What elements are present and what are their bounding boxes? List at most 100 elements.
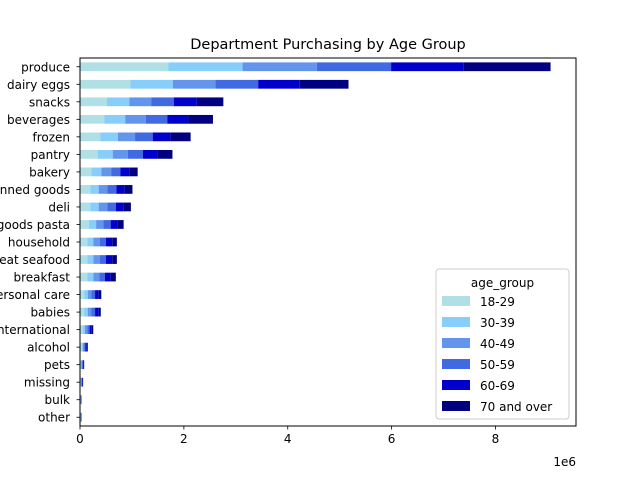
y-tick-label: breakfast — [13, 271, 70, 285]
bar-segment — [123, 202, 131, 212]
bar-segment — [81, 377, 82, 387]
legend-label: 30-39 — [480, 316, 515, 330]
bar-segment — [80, 255, 88, 264]
legend-swatch — [442, 317, 470, 327]
bar-segment — [112, 150, 128, 159]
bars-layer — [80, 62, 551, 422]
bar-segment — [174, 97, 197, 107]
legend-swatch — [442, 296, 470, 306]
x-tick-label: 2 — [180, 432, 188, 446]
legend-label: 18-29 — [480, 295, 515, 309]
bar-segment — [82, 325, 85, 334]
bar-segment — [99, 237, 106, 247]
bar-segment — [95, 307, 99, 317]
bar-segment — [99, 272, 105, 282]
bar-segment — [88, 220, 97, 229]
bar-segment — [105, 237, 113, 247]
bar-segment — [100, 132, 118, 142]
bar-segment — [145, 114, 168, 124]
bar-segment — [80, 220, 89, 229]
bar-segment — [91, 325, 94, 334]
legend-title: age_group — [471, 276, 534, 290]
bar-segment — [80, 237, 88, 247]
bar-segment — [80, 97, 108, 107]
bar-segment — [112, 237, 117, 247]
bar-segment — [93, 237, 100, 247]
bar-segment — [127, 150, 143, 159]
bar-segment — [91, 290, 96, 299]
bar-segment — [81, 360, 83, 370]
bar-segment — [82, 342, 85, 352]
bar-segment — [125, 114, 146, 124]
bar-segment — [87, 290, 92, 299]
bar-segment — [110, 220, 118, 229]
bar-segment — [152, 132, 171, 142]
bar-segment — [87, 307, 92, 317]
y-tick-label: personal care — [0, 288, 70, 302]
bar-segment — [130, 79, 173, 89]
bar-segment — [316, 62, 392, 72]
x-tick-label: 4 — [284, 432, 292, 446]
bar-segment — [215, 79, 259, 89]
bar-segment — [80, 79, 131, 89]
x-axis-ticks: 0 2 4 6 8 — [76, 426, 499, 446]
bar-segment — [80, 290, 85, 299]
legend-label: 70 and over — [480, 400, 552, 414]
y-tick-label: pantry — [31, 148, 70, 162]
x-tick-label: 6 — [388, 432, 396, 446]
legend: age_group 18-29 30-39 40-49 50-59 60-69 70 and… — [435, 268, 570, 420]
bar-segment — [83, 360, 85, 370]
bar-segment — [82, 360, 84, 370]
y-tick-label: frozen — [32, 130, 70, 144]
bar-segment — [107, 97, 130, 107]
y-tick-label: bulk — [44, 393, 70, 407]
legend-swatch — [442, 359, 470, 369]
y-axis-ticks: produce dairy eggs snacks beverages frozen pa… — [0, 60, 80, 425]
y-tick-label: snacks — [29, 95, 70, 109]
bar-segment — [80, 325, 83, 334]
y-tick-label: beverages — [7, 113, 70, 127]
bar-segment — [115, 202, 124, 212]
bar-segment — [112, 255, 117, 264]
bar-segment — [81, 377, 83, 387]
bar-segment — [89, 325, 92, 334]
y-tick-label: alcohol — [27, 341, 70, 355]
bar-segment — [80, 377, 82, 387]
bar-segment — [110, 272, 116, 282]
bar-segment — [87, 325, 90, 334]
bar-segment — [117, 220, 124, 229]
bar-segment — [242, 62, 317, 72]
y-tick-label: meat seafood — [0, 253, 70, 267]
bar-segment — [91, 167, 102, 177]
bar-segment — [80, 342, 82, 352]
bar-segment — [157, 150, 173, 159]
legend-label: 50-59 — [480, 358, 515, 372]
bar-segment — [96, 220, 104, 229]
bar-segment — [80, 202, 91, 212]
bar-segment — [98, 202, 108, 212]
bar-segment — [80, 185, 91, 194]
y-tick-label: produce — [21, 60, 70, 74]
bar-segment — [170, 132, 191, 142]
bar-segment — [93, 272, 100, 282]
bar-segment — [196, 97, 224, 107]
y-tick-label: canned goods — [0, 183, 70, 197]
bar-segment — [117, 132, 136, 142]
bar-segment — [90, 185, 99, 194]
y-tick-label: dry goods pasta — [0, 218, 70, 232]
bar-segment — [87, 255, 94, 264]
bar-segment — [85, 342, 87, 352]
bar-segment — [188, 114, 213, 124]
bar-segment — [95, 290, 99, 299]
bar-segment — [82, 377, 83, 387]
y-tick-label: international — [0, 323, 70, 337]
bar-segment — [167, 114, 189, 124]
y-tick-label: babies — [30, 306, 70, 320]
bar-segment — [258, 79, 300, 89]
bar-segment — [129, 167, 138, 177]
bar-segment — [93, 255, 100, 264]
bar-segment — [80, 114, 105, 124]
bar-segment — [101, 167, 112, 177]
bar-segment — [84, 290, 88, 299]
bar-segment — [129, 97, 152, 107]
